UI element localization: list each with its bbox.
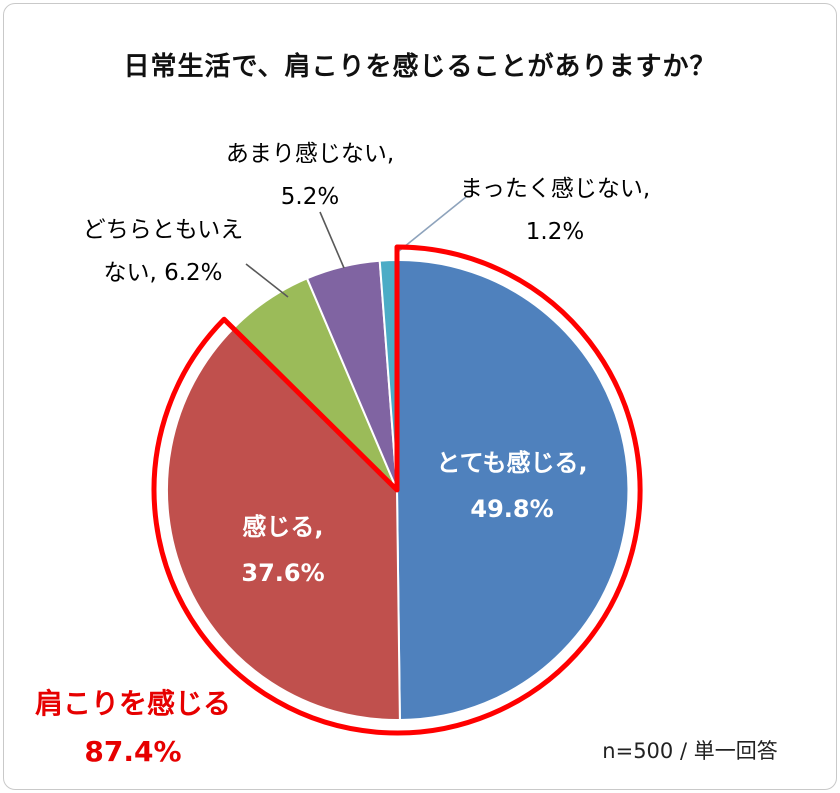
sample-size-note: n=500 / 単一回答 bbox=[602, 739, 778, 763]
highlight-annotation-line1: 肩こりを感じる bbox=[34, 687, 232, 720]
pie-slices-group bbox=[166, 258, 630, 722]
callout-mattaku: まったく感じない, 1.2% bbox=[460, 168, 650, 254]
slice-label-kanjiru-line1: 感じる, bbox=[242, 513, 324, 541]
highlight-annotation-line2: 87.4% bbox=[84, 735, 182, 768]
slice-kanjiru bbox=[166, 327, 401, 722]
callout-amari: あまり感じない, 5.2% bbox=[226, 133, 394, 219]
slice-label-kanjiru-line2: 37.6% bbox=[241, 559, 325, 587]
slice-totemo-kanjiru bbox=[396, 258, 630, 721]
callout-amari-line2: 5.2% bbox=[280, 184, 340, 210]
highlight-annotation: 肩こりを感じる 87.4% bbox=[35, 680, 231, 776]
callout-amari-line1: あまり感じない, bbox=[225, 141, 395, 167]
callout-dochira-line2: ない, 6.2% bbox=[103, 260, 223, 286]
leader-line-amari bbox=[319, 211, 345, 269]
chart-title: 日常生活で、肩こりを感じることがありますか？ bbox=[123, 52, 717, 82]
slice-label-totemo-line2: 49.8% bbox=[470, 495, 554, 523]
slice-label-totemo: とても感じる, 49.8% bbox=[436, 440, 587, 532]
highlight-outline bbox=[151, 244, 643, 736]
callout-dochira: どちらともいえ ない, 6.2% bbox=[83, 209, 244, 295]
slice-label-kanjiru: 感じる, 37.6% bbox=[241, 504, 324, 596]
leader-line-dochira bbox=[245, 263, 289, 298]
slice-label-totemo-line1: とても感じる, bbox=[436, 449, 588, 477]
leader-line-mattaku bbox=[398, 196, 467, 252]
callout-mattaku-line2: 1.2% bbox=[525, 219, 585, 245]
callout-mattaku-line1: まったく感じない, bbox=[459, 176, 651, 202]
callout-dochira-line1: どちらともいえ bbox=[82, 217, 244, 243]
